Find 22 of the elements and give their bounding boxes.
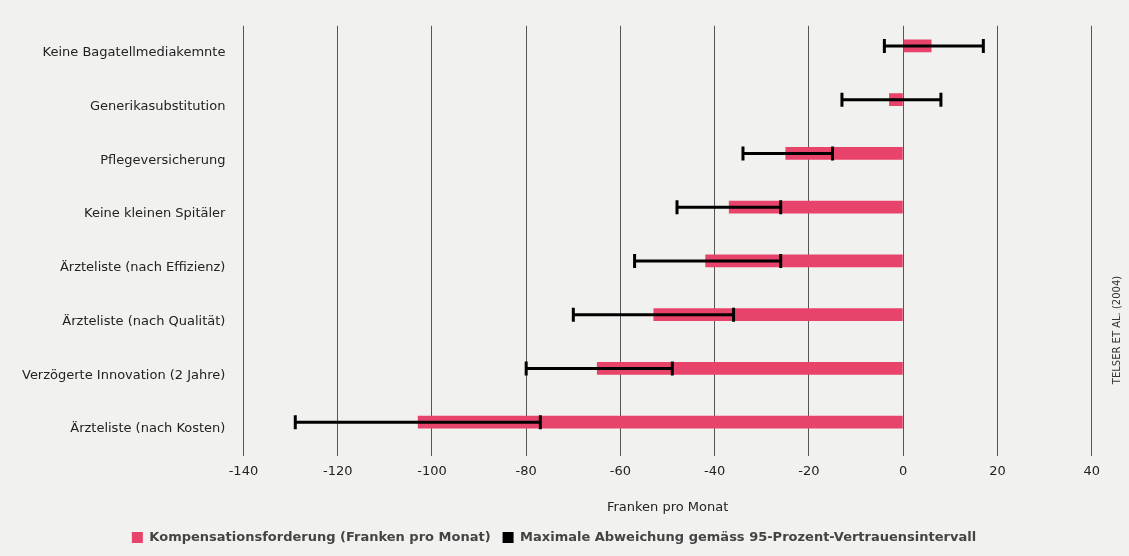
x-tick-label: 20 — [989, 462, 1006, 478]
y-tick-label: Generikasubstitution — [89, 97, 226, 113]
x-tick-label: -20 — [798, 462, 820, 478]
y-tick-label: Ärzteliste (nach Effizienz) — [59, 259, 226, 275]
y-tick-label: Ärzteliste (nach Kosten) — [70, 420, 226, 436]
y-tick-label: Keine kleinen Spitäler — [84, 205, 227, 221]
x-tick-label: -120 — [322, 462, 353, 478]
legend-label: Kompensationsforderung (Franken pro Monat) — [149, 528, 491, 544]
text: TELSER ET AL. (2004) — [1110, 275, 1122, 385]
x-tick-label: -80 — [515, 462, 537, 478]
x-tick-label: 40 — [1083, 462, 1100, 478]
y-tick-label: Keine Bagatellmediakemnte — [42, 44, 226, 60]
x-tick-label: -140 — [228, 462, 259, 478]
y-tick-label: Ärzteliste (nach Qualität) — [62, 312, 226, 328]
y-tick-label: Pflegeversicherung — [100, 151, 226, 167]
y-tick-label: Verzögerte Innovation (2 Jahre) — [21, 366, 226, 382]
x-tick-label: 0 — [899, 462, 908, 478]
x-tick-label: -100 — [417, 462, 447, 478]
x-tick-label: -40 — [704, 462, 726, 478]
x-axis-title: Franken pro Monat — [606, 498, 729, 514]
legend-label: Maximale Abweichung gemäss 95-Prozent-Vertrauensintervall — [520, 528, 977, 544]
x-tick-label: -60 — [609, 462, 632, 478]
